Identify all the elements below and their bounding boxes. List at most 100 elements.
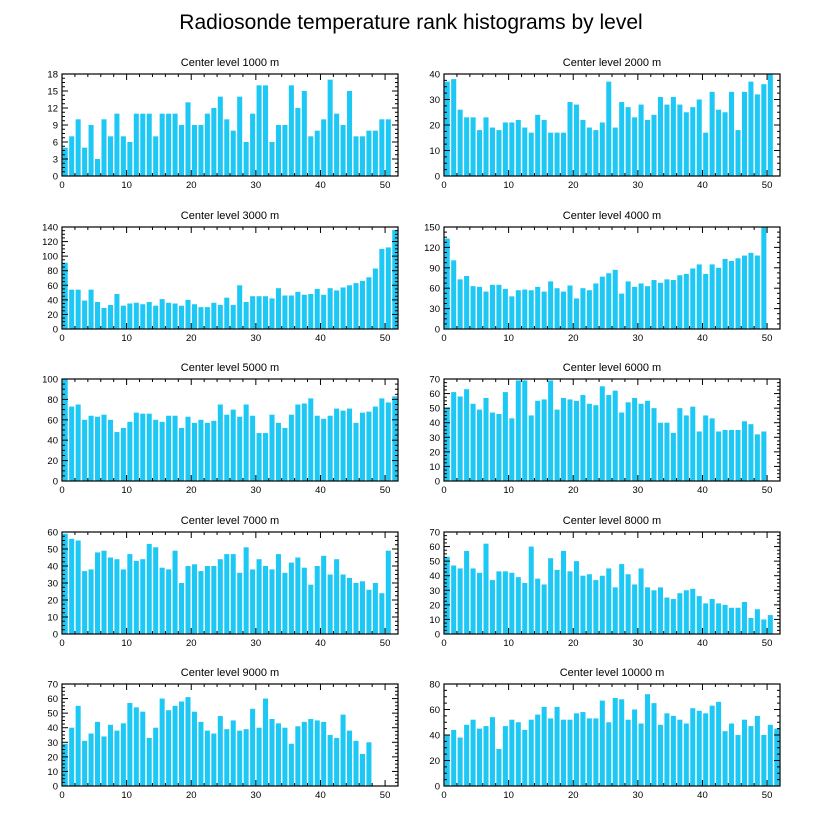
- x-tick-label: 10: [121, 790, 132, 801]
- bar: [761, 431, 767, 481]
- bar: [722, 430, 728, 481]
- bar: [269, 142, 275, 176]
- bar: [353, 583, 359, 634]
- bar: [593, 283, 599, 329]
- bar: [619, 564, 625, 634]
- x-tick-label: 0: [59, 333, 64, 344]
- bar: [321, 119, 327, 176]
- bar: [625, 107, 631, 176]
- bar: [372, 583, 378, 634]
- bar: [359, 280, 365, 329]
- bar: [204, 730, 210, 786]
- bar: [625, 719, 631, 786]
- y-tick-label: 0: [53, 782, 58, 793]
- x-tick-label: 10: [121, 180, 132, 191]
- x-tick-label: 0: [441, 333, 446, 344]
- bar: [101, 414, 107, 481]
- bar: [159, 567, 165, 634]
- x-tick-label: 40: [697, 790, 708, 801]
- bar: [385, 402, 391, 481]
- y-tick-label: 150: [424, 223, 440, 234]
- y-tick-label: 30: [429, 304, 440, 315]
- bar: [224, 729, 230, 786]
- bar: [619, 412, 625, 481]
- x-tick-label: 0: [441, 638, 446, 649]
- bar: [314, 720, 320, 786]
- bar: [282, 295, 288, 329]
- bar: [554, 409, 560, 481]
- bar: [651, 114, 657, 176]
- bar: [470, 117, 476, 176]
- bar: [140, 413, 146, 481]
- bar: [243, 547, 249, 634]
- bar: [263, 698, 269, 786]
- y-tick-label: 3: [53, 155, 58, 166]
- y-tick-label: 20: [429, 121, 440, 132]
- bar: [334, 559, 340, 634]
- bar: [301, 721, 307, 786]
- bar: [670, 432, 676, 481]
- bar: [107, 136, 113, 176]
- x-tick-label: 40: [315, 333, 326, 344]
- bar: [645, 286, 651, 329]
- bar: [185, 416, 191, 481]
- y-tick-label: 6: [53, 138, 58, 149]
- bar: [237, 416, 243, 481]
- bar: [535, 714, 541, 786]
- bar: [327, 735, 333, 786]
- bar: [451, 260, 457, 329]
- bar: [62, 533, 68, 634]
- bar: [140, 559, 146, 634]
- bar: [243, 404, 249, 481]
- bar: [392, 396, 398, 481]
- bar: [716, 603, 722, 634]
- bar: [237, 730, 243, 786]
- bar: [159, 421, 165, 481]
- bar: [651, 590, 657, 634]
- bar: [308, 294, 314, 329]
- bar: [638, 283, 644, 329]
- bar: [651, 280, 657, 329]
- x-tick-label: 50: [380, 180, 391, 191]
- bar: [561, 397, 567, 481]
- bar: [211, 420, 217, 481]
- bar: [586, 127, 592, 176]
- bar: [75, 540, 81, 634]
- bar: [690, 268, 696, 329]
- bar: [573, 298, 579, 329]
- bar: [573, 104, 579, 176]
- bar: [573, 400, 579, 481]
- bar: [638, 723, 644, 786]
- bar: [593, 718, 599, 786]
- x-tick-label: 10: [121, 638, 132, 649]
- panel-2: Center level 2000 m 0 10 20 30 40 50 0 10 20 30 40: [429, 57, 781, 191]
- bar: [127, 554, 133, 634]
- bar: [632, 397, 638, 481]
- panel-7: Center level 7000 m 0 10 20 30 40 50 0 10 20 30 40 5…: [47, 515, 399, 649]
- bar: [554, 288, 560, 329]
- bar: [619, 699, 625, 786]
- bar: [340, 125, 346, 176]
- bar: [385, 119, 391, 176]
- bar: [243, 142, 249, 176]
- y-tick-label: 0: [53, 630, 58, 641]
- bar: [735, 130, 741, 176]
- bar: [327, 79, 333, 176]
- bar: [153, 136, 159, 176]
- bar: [95, 721, 101, 786]
- bar: [496, 571, 502, 634]
- y-tick-label: 0: [435, 630, 440, 641]
- y-tick-label: 80: [47, 395, 58, 406]
- bar: [263, 296, 269, 329]
- bar: [120, 723, 126, 786]
- bar: [379, 593, 385, 634]
- bar: [567, 102, 573, 176]
- bar: [172, 113, 178, 176]
- bar: [541, 291, 547, 329]
- bar: [353, 422, 359, 481]
- y-tick-label: 60: [47, 281, 58, 292]
- x-tick-label: 20: [568, 180, 579, 191]
- bar: [496, 413, 502, 481]
- bar: [230, 409, 236, 481]
- bar: [444, 81, 450, 176]
